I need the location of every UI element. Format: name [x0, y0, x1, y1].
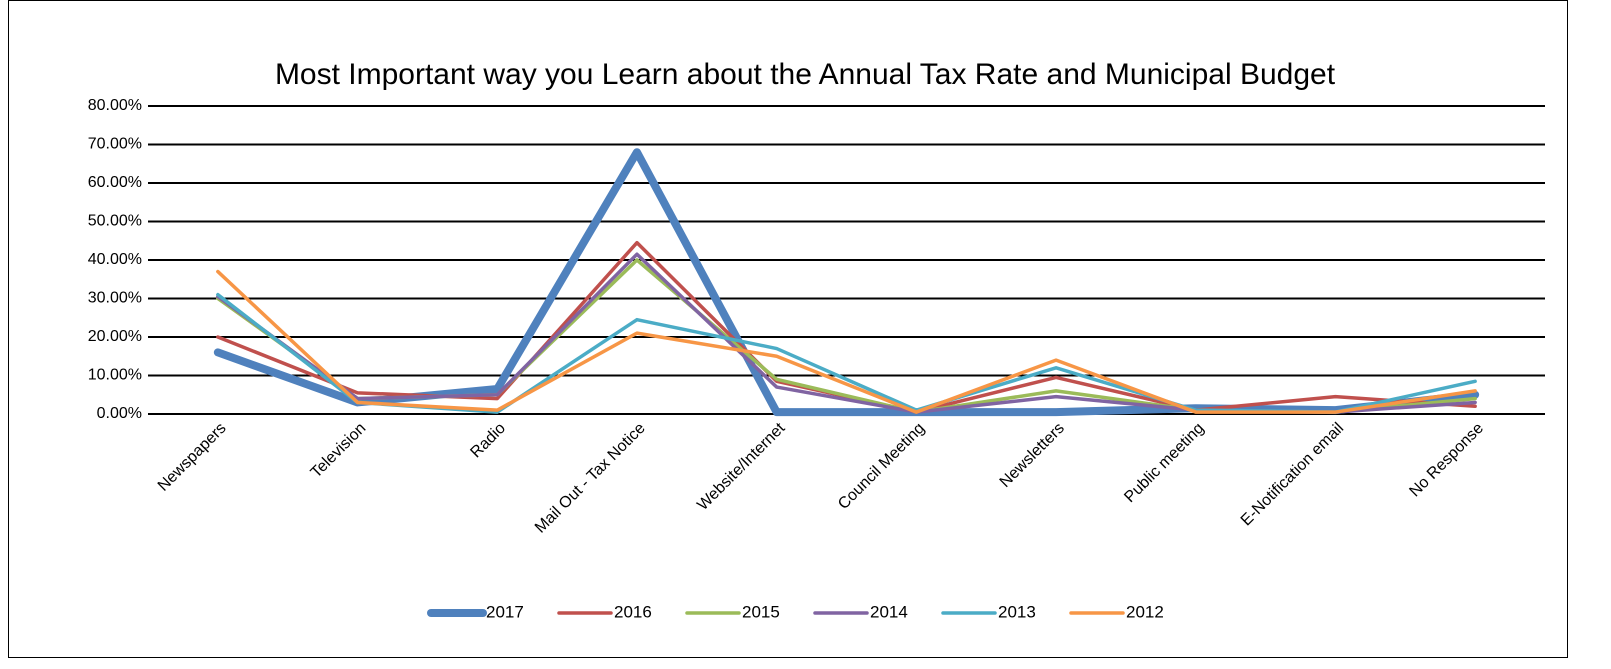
series-line [216, 269, 1477, 414]
y-tick-label: 50.00% [88, 213, 142, 230]
y-tick-label: 70.00% [88, 136, 142, 153]
y-tick-label: 80.00% [88, 97, 142, 114]
legend-label: 2015 [742, 602, 780, 621]
legend-label: 2017 [486, 602, 524, 621]
y-tick-label: 30.00% [88, 290, 142, 307]
y-tick-label: 20.00% [88, 328, 142, 345]
chart-frame [8, 0, 1568, 658]
y-tick-label: 10.00% [88, 367, 142, 384]
legend-label: 2016 [614, 602, 652, 621]
legend-label: 2014 [870, 602, 908, 621]
y-tick-label: 40.00% [88, 251, 142, 268]
y-tick-label: 0.00% [97, 405, 142, 422]
legend-label: 2013 [998, 602, 1036, 621]
chart-title: Most Important way you Learn about the A… [275, 58, 1336, 91]
legend-label: 2012 [1126, 602, 1164, 621]
y-tick-label: 60.00% [88, 174, 142, 191]
